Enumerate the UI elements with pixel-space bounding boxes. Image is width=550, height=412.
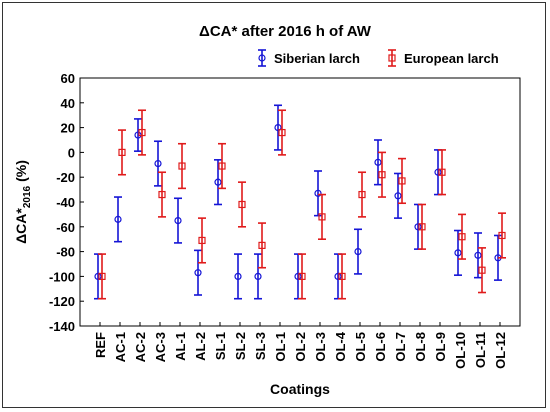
x-tick-label: OL-6 xyxy=(373,332,388,362)
y-tick-label: -40 xyxy=(56,195,75,210)
x-tick-label: REF xyxy=(93,332,108,358)
data-point xyxy=(154,159,162,168)
x-axis: REF AC-1 AC-2 AC-3 AL-1 AL-2 SL-1 SL-2 SL-3 OL-1 O… xyxy=(93,322,508,369)
x-tick-label: OL-1 xyxy=(273,332,288,362)
y-axis-label-main: ΔCA* xyxy=(13,208,29,244)
x-tick-label: OL-2 xyxy=(293,332,308,362)
x-tick-label: OL-11 xyxy=(473,332,488,368)
legend-label: European larch xyxy=(404,51,499,66)
data-point xyxy=(294,272,302,280)
legend-item: European larch xyxy=(388,49,499,67)
data-point xyxy=(118,148,126,156)
data-point xyxy=(358,190,366,199)
y-tick-label: 60 xyxy=(61,71,75,86)
x-tick-label: OL-10 xyxy=(453,332,468,369)
y-tick-label: 20 xyxy=(61,121,75,136)
data-point xyxy=(374,158,382,166)
data-point xyxy=(98,272,106,280)
x-tick-label: OL-3 xyxy=(313,332,328,362)
legend-label: Siberian larch xyxy=(274,51,360,66)
x-tick-label: OL-5 xyxy=(353,332,368,362)
data-point xyxy=(278,128,286,137)
data-point xyxy=(474,251,482,259)
data-point xyxy=(194,269,202,277)
y-axis-label-unit: (%) xyxy=(13,160,29,182)
plot-area xyxy=(79,77,521,327)
data-point xyxy=(454,249,462,257)
y-tick-label: 0 xyxy=(68,145,75,160)
legend: Siberian larch European larch xyxy=(258,49,499,67)
x-tick-label: OL-4 xyxy=(333,331,348,361)
y-tick-label: 40 xyxy=(61,96,75,111)
data-point xyxy=(174,217,182,225)
data-point xyxy=(114,215,122,223)
x-tick-label: AL-1 xyxy=(173,332,188,361)
data-point xyxy=(354,248,362,256)
y-tick-label: -20 xyxy=(56,170,75,185)
y-tick-label: -60 xyxy=(56,220,75,235)
y-tick-label: -120 xyxy=(49,294,75,309)
x-tick-label: OL-9 xyxy=(433,332,448,362)
legend-item: Siberian larch xyxy=(258,49,360,67)
chart-frame xyxy=(2,2,546,408)
data-point xyxy=(398,177,406,185)
data-point xyxy=(458,233,466,241)
data-point xyxy=(394,192,402,200)
data-point xyxy=(218,162,226,170)
data-point xyxy=(378,171,386,179)
data-point xyxy=(138,128,146,137)
data-point xyxy=(238,200,246,209)
series-european-larch xyxy=(98,109,506,300)
x-tick-label: OL-12 xyxy=(493,332,508,369)
data-marks xyxy=(94,104,506,300)
x-tick-label: AL-2 xyxy=(193,332,208,361)
data-point xyxy=(258,241,266,249)
x-tick-label: SL-1 xyxy=(213,332,228,360)
y-axis: 60 40 20 0 -20 -40 -60 -80 -100 -120 -140 xyxy=(49,71,84,334)
data-point xyxy=(254,272,262,280)
y-tick-label: -80 xyxy=(56,245,75,260)
legend-marker-circle-icon xyxy=(258,54,266,62)
x-axis-label: Coatings xyxy=(270,381,330,397)
data-point xyxy=(438,168,446,176)
data-point xyxy=(318,213,326,221)
x-tick-label: AC-2 xyxy=(133,332,148,362)
data-point xyxy=(274,123,282,132)
x-tick-label: AC-3 xyxy=(153,332,168,362)
data-point xyxy=(198,236,206,245)
data-point xyxy=(498,231,506,240)
chart-title: ΔCA* after 2016 h of AW xyxy=(199,23,372,40)
y-axis-label: ΔCA*2016 (%) xyxy=(13,160,33,244)
data-point xyxy=(94,272,102,280)
data-point xyxy=(478,266,486,274)
data-point xyxy=(334,272,342,280)
x-tick-label: OL-8 xyxy=(413,332,428,362)
data-point xyxy=(434,168,442,176)
x-tick-label: OL-7 xyxy=(393,332,408,362)
data-point xyxy=(418,223,426,231)
data-point xyxy=(338,272,346,280)
data-point xyxy=(234,272,242,280)
y-tick-label: -100 xyxy=(49,269,75,284)
data-point xyxy=(314,189,322,197)
data-point xyxy=(414,223,422,231)
data-point xyxy=(298,272,306,280)
series-siberian-larch xyxy=(94,104,502,300)
x-tick-label: AC-1 xyxy=(113,332,128,362)
data-point xyxy=(214,178,222,186)
data-point xyxy=(178,162,186,170)
y-tick-label: -140 xyxy=(49,319,75,334)
legend-marker-square-icon xyxy=(388,54,396,62)
y-axis-label-subscript: 2016 xyxy=(22,185,33,208)
x-tick-label: SL-2 xyxy=(233,332,248,360)
x-tick-label: SL-3 xyxy=(253,332,268,360)
data-point xyxy=(158,190,166,199)
